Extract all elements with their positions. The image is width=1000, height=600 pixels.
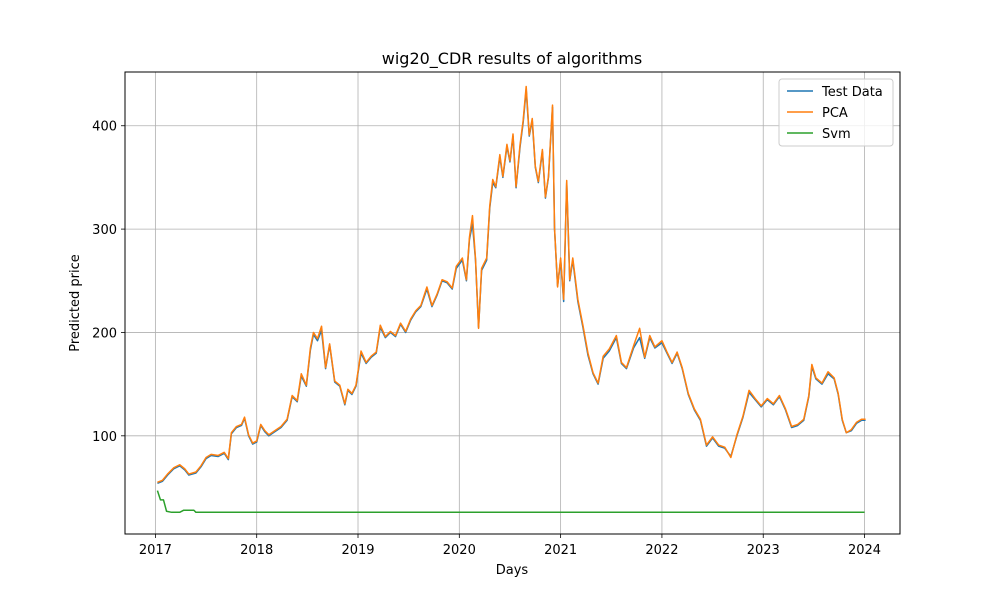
- series-line-pca: [157, 85, 866, 484]
- y-tick-label: 300: [92, 223, 117, 238]
- plot-frame: [124, 71, 901, 535]
- x-tick-label: 2018: [240, 543, 273, 558]
- y-tick-label: 200: [92, 326, 117, 341]
- series-line-svm: [156, 490, 865, 514]
- legend: Test Data PCA Svm: [778, 78, 894, 147]
- axis-ticks: 2017 2018 2019 2020 2021 2022 2023 2024 100 200 30…: [92, 120, 881, 558]
- x-tick-label: 2019: [341, 543, 374, 558]
- x-tick-label: 2022: [645, 543, 678, 558]
- x-tick-label: 2021: [544, 543, 577, 558]
- series-lines: [156, 85, 866, 514]
- y-axis-label: Predicted price: [68, 254, 83, 352]
- legend-entry: Svm: [822, 127, 851, 142]
- x-tick-label: 2024: [848, 543, 881, 558]
- x-tick-label: 2017: [139, 543, 172, 558]
- chart-title: wig20_CDR results of algorithms: [382, 49, 643, 69]
- legend-entry: Test Data: [821, 85, 883, 100]
- legend-box: [778, 78, 894, 147]
- x-tick-label: 2020: [443, 543, 476, 558]
- y-tick-label: 100: [92, 430, 117, 445]
- grid: [125, 72, 900, 534]
- legend-entry: PCA: [822, 106, 848, 121]
- x-tick-label: 2023: [747, 543, 780, 558]
- y-tick-label: 400: [92, 120, 117, 135]
- x-axis-label: Days: [496, 563, 529, 578]
